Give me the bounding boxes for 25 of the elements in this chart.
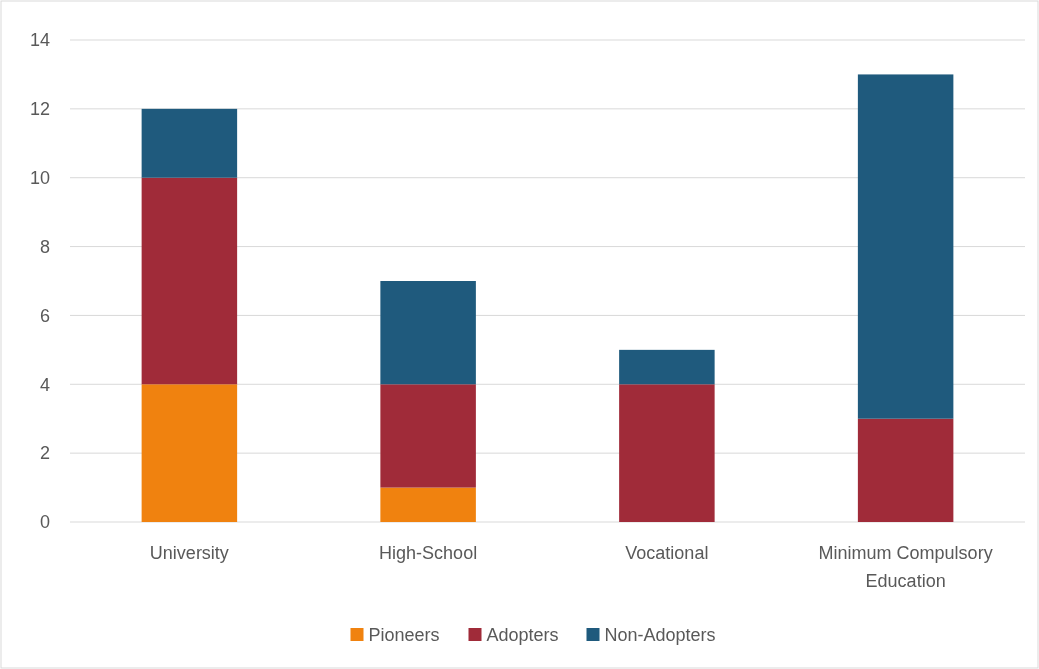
y-tick-label: 8 — [39, 236, 50, 257]
bar — [380, 487, 476, 522]
x-tick-label: University — [149, 543, 229, 563]
bar — [619, 349, 715, 385]
bar — [857, 74, 954, 419]
x-tick-label: Vocational — [625, 543, 709, 563]
bar — [141, 108, 238, 178]
bar — [619, 384, 715, 522]
y-tick-label: 14 — [29, 30, 50, 51]
bar — [141, 177, 238, 385]
y-tick-label: 12 — [29, 99, 50, 120]
y-tick-label: 4 — [39, 374, 50, 395]
x-tick-label: High-School — [379, 543, 478, 563]
legend-label: Adopters — [486, 625, 559, 646]
bar — [141, 384, 238, 522]
y-tick-label: 10 — [29, 168, 50, 189]
legend-label: Pioneers — [368, 625, 440, 646]
bar — [380, 281, 476, 385]
bar — [380, 384, 476, 488]
y-tick-label: 0 — [39, 512, 50, 533]
x-tick-label: Minimum Compulsory Education — [818, 543, 993, 591]
y-tick-label: 6 — [39, 305, 50, 326]
bar — [857, 418, 954, 522]
y-tick-label: 2 — [39, 443, 50, 464]
legend-label: Non-Adopters — [604, 625, 716, 646]
